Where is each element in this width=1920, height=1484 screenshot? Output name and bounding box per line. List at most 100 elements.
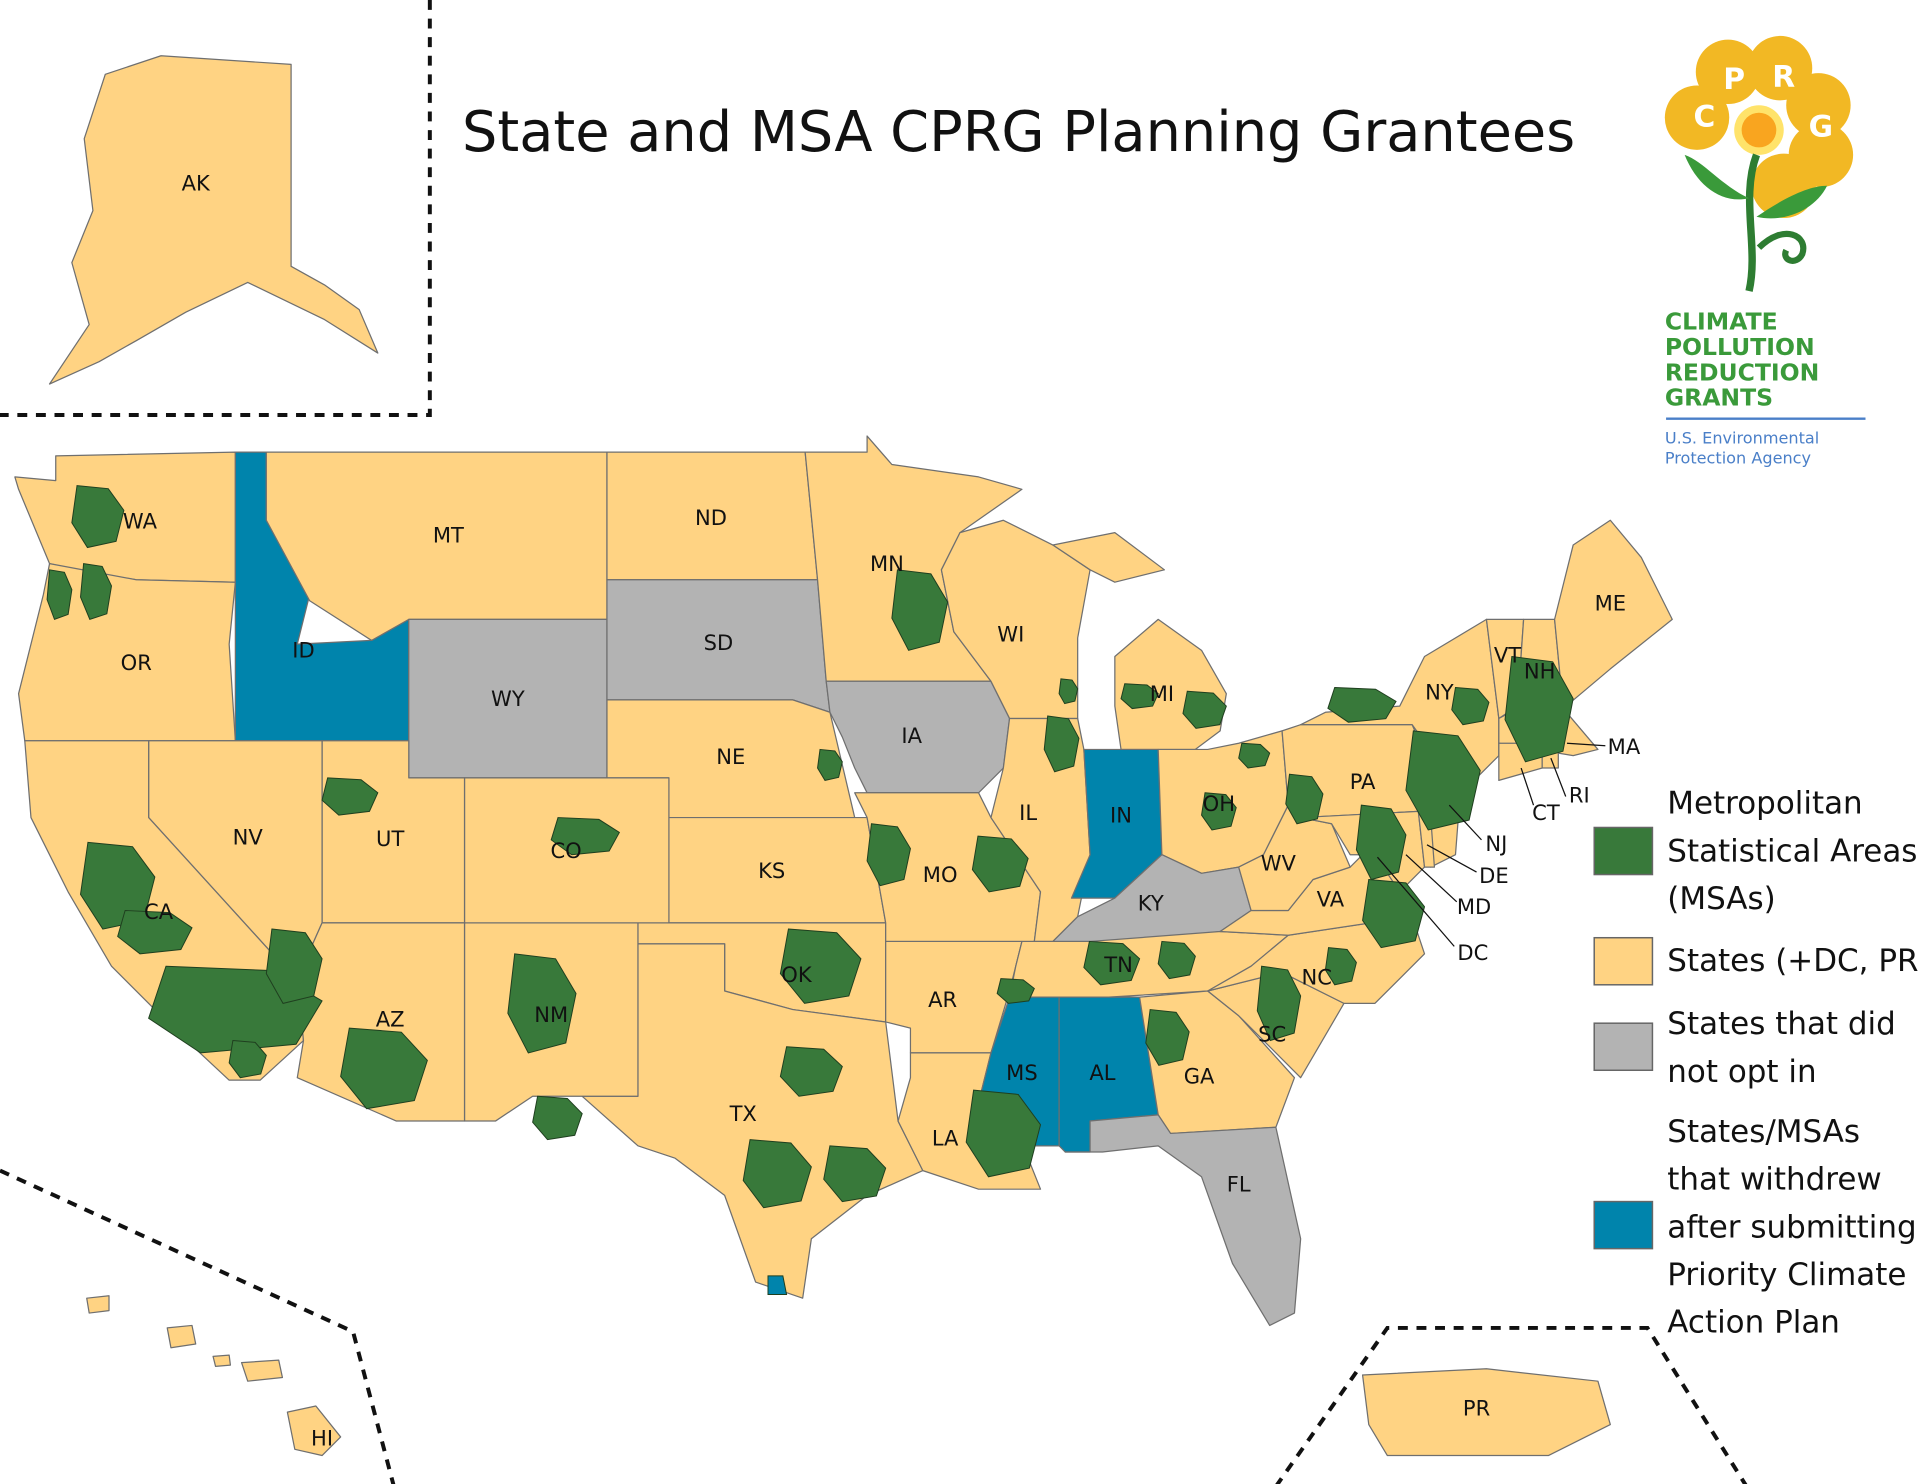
legend-label: States (+DC, PR) bbox=[1667, 943, 1920, 979]
msa-area[interactable] bbox=[1451, 686, 1490, 726]
msa-area[interactable] bbox=[866, 823, 911, 887]
msa-area[interactable] bbox=[1285, 773, 1324, 825]
msa-area[interactable] bbox=[965, 1089, 1042, 1178]
msa-area[interactable] bbox=[779, 1046, 843, 1097]
state-label-ok: OK bbox=[781, 962, 813, 987]
logo-letter: G bbox=[1809, 109, 1833, 144]
state-label-fl: FL bbox=[1227, 1171, 1251, 1196]
state-label-ar: AR bbox=[928, 987, 957, 1012]
msa-area[interactable] bbox=[228, 1040, 267, 1079]
msa-area[interactable] bbox=[779, 928, 862, 1004]
state-hi[interactable] bbox=[286, 1405, 342, 1457]
msa-area[interactable] bbox=[1238, 742, 1271, 769]
msa-area[interactable] bbox=[265, 928, 323, 1004]
msa-area[interactable] bbox=[1324, 947, 1357, 986]
state-label-me: ME bbox=[1595, 591, 1626, 616]
state-label-ak: AK bbox=[182, 171, 211, 196]
msa-area[interactable] bbox=[1083, 940, 1141, 986]
state-label-tx: TX bbox=[729, 1101, 757, 1126]
legend-label: Statistical Areas bbox=[1667, 833, 1917, 869]
msa-area[interactable] bbox=[1355, 804, 1407, 881]
msa-area[interactable] bbox=[321, 777, 379, 816]
msa-area[interactable] bbox=[80, 563, 112, 620]
state-label-sc: SC bbox=[1258, 1022, 1286, 1047]
state-label-nj: NJ bbox=[1485, 831, 1507, 856]
callout-line-ma bbox=[1566, 742, 1606, 747]
legend: Metropolitan Statistical Areas (MSAs) State… bbox=[1593, 786, 1920, 1341]
state-label-de: DE bbox=[1479, 863, 1509, 888]
state-label-pr: PR bbox=[1463, 1396, 1491, 1421]
msa-area[interactable] bbox=[891, 569, 949, 651]
msa-area[interactable] bbox=[340, 1027, 428, 1110]
state-label-co: CO bbox=[550, 838, 581, 863]
state-labels: AK HI PR WA OR CA ID NV MT WY UT AZ CO NM ND SD NE KS OK TX… bbox=[121, 171, 1641, 1451]
state-label-nc: NC bbox=[1302, 965, 1332, 990]
state-label-nm: NM bbox=[534, 1002, 568, 1027]
state-label-va: VA bbox=[1317, 887, 1345, 912]
state-label-wi: WI bbox=[997, 621, 1024, 646]
state-label-az: AZ bbox=[376, 1007, 405, 1032]
state-mi[interactable] bbox=[1052, 532, 1166, 583]
inset-divider bbox=[1275, 1325, 1748, 1484]
msa-area[interactable] bbox=[1157, 940, 1196, 980]
msa-area-withdrew[interactable] bbox=[767, 1275, 788, 1295]
legend-swatch-msa bbox=[1593, 826, 1654, 876]
msa-area[interactable] bbox=[817, 748, 843, 781]
msa-area[interactable] bbox=[1145, 1009, 1190, 1066]
flower-icon bbox=[1664, 35, 1854, 292]
msa-area[interactable] bbox=[1201, 792, 1237, 831]
msa-area[interactable] bbox=[1058, 678, 1079, 705]
msa-area[interactable] bbox=[1043, 715, 1080, 773]
msa-area[interactable] bbox=[823, 1145, 887, 1203]
msa-area[interactable] bbox=[507, 953, 577, 1054]
msa-area[interactable] bbox=[1362, 878, 1426, 949]
msa-area[interactable] bbox=[46, 569, 73, 620]
msa-area[interactable] bbox=[71, 485, 125, 549]
msa-area[interactable] bbox=[550, 817, 621, 856]
logo-text: GRANTS bbox=[1665, 384, 1773, 412]
msa-area[interactable] bbox=[1120, 683, 1159, 710]
msa-area[interactable] bbox=[996, 978, 1035, 1004]
legend-label: after submitting bbox=[1667, 1209, 1916, 1245]
state-hi[interactable] bbox=[166, 1324, 197, 1349]
legend-label: (MSAs) bbox=[1667, 881, 1775, 917]
state-label-id: ID bbox=[292, 638, 314, 663]
msa-area[interactable] bbox=[742, 1139, 812, 1209]
msa-area[interactable] bbox=[1405, 730, 1481, 831]
legend-swatch-withdrew bbox=[1593, 1200, 1654, 1250]
msa-area[interactable] bbox=[1504, 655, 1574, 763]
state-label-wv: WV bbox=[1261, 851, 1297, 876]
state-hi[interactable] bbox=[212, 1354, 232, 1367]
callout-lines bbox=[1376, 742, 1606, 947]
inset-borders bbox=[0, 0, 1748, 1484]
state-label-dc: DC bbox=[1457, 940, 1488, 965]
state-label-mi: MI bbox=[1150, 681, 1174, 706]
state-label-nh: NH bbox=[1524, 659, 1556, 684]
legend-label: Priority Climate bbox=[1667, 1257, 1906, 1293]
state-label-mt: MT bbox=[433, 522, 464, 547]
msa-area[interactable] bbox=[1327, 686, 1397, 723]
legend-swatch-not_opted_in bbox=[1593, 1022, 1654, 1072]
callout-line-md bbox=[1405, 854, 1458, 903]
state-tx[interactable] bbox=[581, 943, 924, 1299]
state-label-ca: CA bbox=[144, 899, 174, 924]
callout-line-de bbox=[1426, 844, 1477, 873]
state-label-nv: NV bbox=[233, 825, 264, 850]
state-fl[interactable] bbox=[1064, 1114, 1302, 1327]
state-hi[interactable] bbox=[240, 1359, 284, 1382]
state-label-vt: VT bbox=[1494, 643, 1521, 668]
state-wv[interactable] bbox=[1238, 804, 1351, 912]
msa-area[interactable] bbox=[1182, 690, 1227, 729]
state-ak[interactable] bbox=[48, 55, 379, 385]
msa-area[interactable] bbox=[532, 1095, 583, 1141]
msa-area[interactable] bbox=[117, 909, 193, 955]
state-label-tn: TN bbox=[1103, 952, 1133, 977]
msa-area[interactable] bbox=[1256, 965, 1302, 1042]
msa-area[interactable] bbox=[971, 835, 1029, 893]
legend-label: Metropolitan bbox=[1667, 786, 1862, 822]
state-pr[interactable] bbox=[1361, 1368, 1611, 1457]
state-label-mn: MN bbox=[870, 551, 904, 576]
state-hi[interactable] bbox=[86, 1295, 110, 1314]
state-label-ma: MA bbox=[1608, 734, 1641, 759]
state-label-ri: RI bbox=[1569, 783, 1590, 808]
